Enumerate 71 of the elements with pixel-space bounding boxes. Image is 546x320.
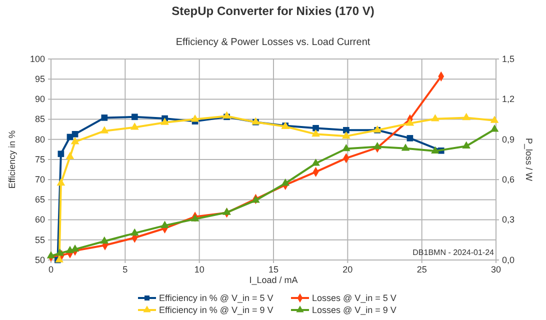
x-tick-label: 20 xyxy=(342,264,353,274)
point xyxy=(132,114,138,120)
y-tick-label: 80 xyxy=(34,134,45,144)
point xyxy=(373,142,382,150)
y2-tick-label: 1,5 xyxy=(502,54,515,64)
point xyxy=(343,126,350,134)
point xyxy=(160,220,169,228)
point xyxy=(100,126,109,134)
y-tick-label: 60 xyxy=(34,214,45,225)
legend-label: Efficiency in % @ V_in = 9 V xyxy=(159,305,274,315)
point xyxy=(101,114,108,121)
y-tick-label: 75 xyxy=(34,154,45,164)
point xyxy=(130,228,139,236)
point xyxy=(312,124,319,132)
point xyxy=(56,248,64,256)
y2-tick-label: 0,3 xyxy=(502,214,515,225)
y-tick-label: 85 xyxy=(34,114,45,124)
point xyxy=(66,152,74,160)
y-tick-label: 50 xyxy=(34,254,45,265)
y2-tick-label: 0,9 xyxy=(502,134,515,144)
x-tick-label: 25 xyxy=(416,264,427,274)
point xyxy=(431,114,440,122)
x-tick-label: 15 xyxy=(268,264,279,274)
point xyxy=(160,118,169,125)
point xyxy=(70,137,80,144)
x-tick-label: 10 xyxy=(194,264,204,274)
point xyxy=(130,122,139,130)
y2-axis-title: P_loss / W xyxy=(524,138,534,182)
point xyxy=(58,150,64,158)
y-tick-label: 55 xyxy=(34,234,45,245)
y-tick-label: 70 xyxy=(34,174,45,184)
point xyxy=(342,131,350,139)
y2-tick-label: 0,0 xyxy=(502,254,515,265)
point xyxy=(406,135,414,142)
point xyxy=(281,178,290,186)
point xyxy=(431,146,440,154)
point xyxy=(312,129,320,137)
point xyxy=(100,236,109,244)
annotation: DB1BMN - 2024-01-24 xyxy=(412,248,495,257)
point xyxy=(190,214,200,222)
point xyxy=(190,114,200,122)
chart-subtitle: Efficiency & Power Losses vs. Load Current xyxy=(176,37,370,48)
y2-tick-label: 0,6 xyxy=(502,174,515,184)
y-tick-label: 100 xyxy=(30,54,45,64)
point xyxy=(462,112,470,120)
y-tick-label: 95 xyxy=(34,74,45,84)
point xyxy=(342,144,350,152)
legend-label: Efficiency in % @ V_in = 5 V xyxy=(159,293,274,303)
y-tick-label: 90 xyxy=(34,94,45,104)
point xyxy=(401,144,410,151)
y2-tick-label: 1,2 xyxy=(502,94,515,104)
point xyxy=(490,116,499,123)
point xyxy=(66,246,74,254)
point xyxy=(312,158,320,166)
legend-label: Losses @ V_in = 9 V xyxy=(312,305,396,315)
x-axis-title: I_Load / mA xyxy=(249,275,298,285)
y-axis-title: Efficiency in % xyxy=(7,130,17,189)
point xyxy=(72,131,78,138)
legend-label: Losses @ V_in = 5 V xyxy=(312,293,396,303)
chart-title: StepUp Converter for Nixies (170 V) xyxy=(172,4,374,18)
x-tick-label: 30 xyxy=(490,264,502,274)
point xyxy=(56,178,66,186)
point xyxy=(46,251,56,258)
point xyxy=(406,118,414,126)
point xyxy=(222,208,231,215)
x-tick-label: 5 xyxy=(122,264,128,274)
x-tick-label: 0 xyxy=(48,264,54,274)
point xyxy=(222,111,231,118)
point xyxy=(490,124,499,132)
y-tick-label: 65 xyxy=(34,194,45,205)
point xyxy=(462,141,470,149)
